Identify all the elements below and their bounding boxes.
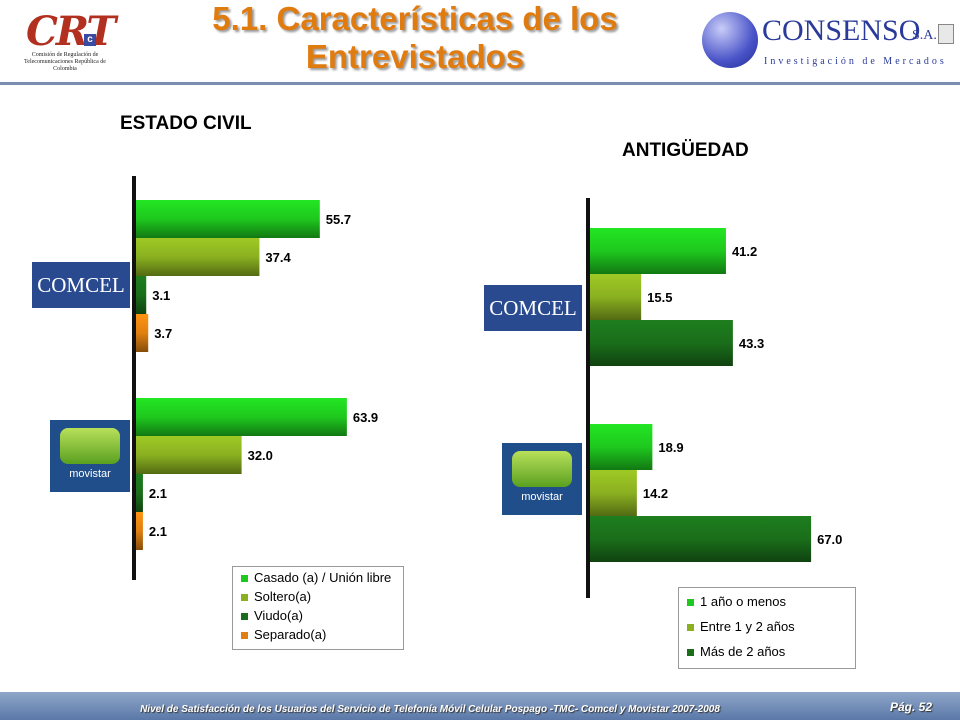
chart-0-data-label: 63.9 (353, 410, 378, 425)
consenso-logo: CONSENSO S.A. Investigación de Mercados (700, 8, 954, 78)
page-title-line1: 5.1. Características de los (212, 0, 618, 37)
chart-0-data-label: 2.1 (149, 524, 167, 539)
legend-item: Viudo(a) (241, 608, 303, 623)
movistar-logo-right: movistar (502, 443, 582, 515)
crt-logo: CRT c Comisión de Regulación de Telecomu… (18, 8, 116, 80)
footer-bar (0, 692, 960, 720)
chart-0-bar (136, 314, 149, 352)
movistar-m-icon (60, 428, 120, 464)
legend-item: Soltero(a) (241, 589, 311, 604)
legend-swatch (241, 575, 248, 583)
chart-0-bar (136, 474, 143, 512)
consenso-suffix: S.A. (912, 28, 937, 43)
chart-0-bar (136, 276, 147, 314)
legend-item: Casado (a) / Unión libre (241, 570, 391, 585)
legend-label: 1 año o menos (700, 594, 787, 609)
crt-badge: c (84, 34, 96, 46)
chart-0-bar (136, 238, 260, 276)
legend-swatch (687, 649, 694, 657)
chart-title-estado-civil: ESTADO CIVIL (120, 113, 252, 134)
chart-1-data-label: 43.3 (739, 336, 764, 351)
chart-1-data-label: 41.2 (732, 244, 757, 259)
chart-0-data-label: 55.7 (326, 212, 351, 227)
chart-1-bar (590, 516, 812, 562)
legend-swatch (241, 594, 248, 602)
legend-label: Casado (a) / Unión libre (254, 570, 392, 585)
header-divider (0, 82, 960, 85)
legend-item: Separado(a) (241, 627, 326, 642)
chart-1-bar (590, 228, 726, 274)
chart-0-data-label: 37.4 (265, 250, 291, 265)
chart-0-data-label: 3.7 (154, 326, 172, 341)
legend-label: Más de 2 años (700, 644, 786, 659)
footer-text: Nivel de Satisfacción de los Usuarios de… (140, 704, 720, 715)
comcel-logo-right: COMCEL (484, 285, 582, 331)
chart-1-bar (590, 424, 653, 470)
movistar-m-icon (512, 451, 572, 487)
legend-swatch (241, 613, 248, 621)
chart-1-bar (590, 274, 642, 320)
chart-0-bar (136, 398, 347, 436)
legend-label: Soltero(a) (254, 589, 312, 604)
consenso-tagline: Investigación de Mercados (764, 56, 947, 67)
chart-0-bar (136, 436, 242, 474)
chart-1-bar (590, 320, 733, 366)
legend-estado-civil: Casado (a) / Unión libre Soltero(a) Viudo(… (232, 566, 404, 650)
legend-label: Separado(a) (254, 627, 327, 642)
legend-item: Más de 2 años (687, 644, 785, 659)
chart-1-data-label: 18.9 (658, 440, 683, 455)
consenso-globe-icon (702, 12, 758, 68)
chart-1-data-label: 14.2 (643, 486, 668, 501)
legend-swatch (241, 632, 248, 640)
legend-swatch (687, 599, 694, 607)
crt-subtitle: Comisión de Regulación de Telecomunicaci… (24, 52, 106, 72)
chart-0-bar (136, 512, 143, 550)
chart-0-bar (136, 200, 320, 238)
movistar-logo-left: movistar (50, 420, 130, 492)
page-title: 5.1. Características de los Entrevistado… (150, 0, 680, 76)
page-number: Pág. 52 (890, 700, 933, 714)
movistar-label: movistar (69, 468, 111, 480)
chart-0-data-label: 3.1 (152, 288, 170, 303)
chart-title-antiguedad: ANTIGÜEDAD (622, 140, 749, 161)
legend-item: Entre 1 y 2 años (687, 619, 795, 634)
page-title-line2: Entrevistados (305, 38, 525, 75)
chart-0-data-label: 32.0 (248, 448, 273, 463)
comcel-logo-left: COMCEL (32, 262, 130, 308)
legend-swatch (687, 624, 694, 632)
consenso-name: CONSENSO (762, 14, 921, 47)
chart-1-data-label: 15.5 (647, 290, 672, 305)
legend-antiguedad: 1 año o menos Entre 1 y 2 años Más de 2 añ… (678, 587, 856, 669)
crt-mark: CRT (26, 8, 116, 55)
chart-1-bar (590, 470, 637, 516)
legend-label: Entre 1 y 2 años (700, 619, 795, 634)
movistar-label: movistar (521, 491, 563, 503)
legend-label: Viudo(a) (254, 608, 303, 623)
consenso-badge-icon (938, 24, 954, 44)
legend-item: 1 año o menos (687, 594, 786, 609)
chart-0-data-label: 2.1 (149, 486, 167, 501)
chart-1-data-label: 67.0 (817, 532, 842, 547)
